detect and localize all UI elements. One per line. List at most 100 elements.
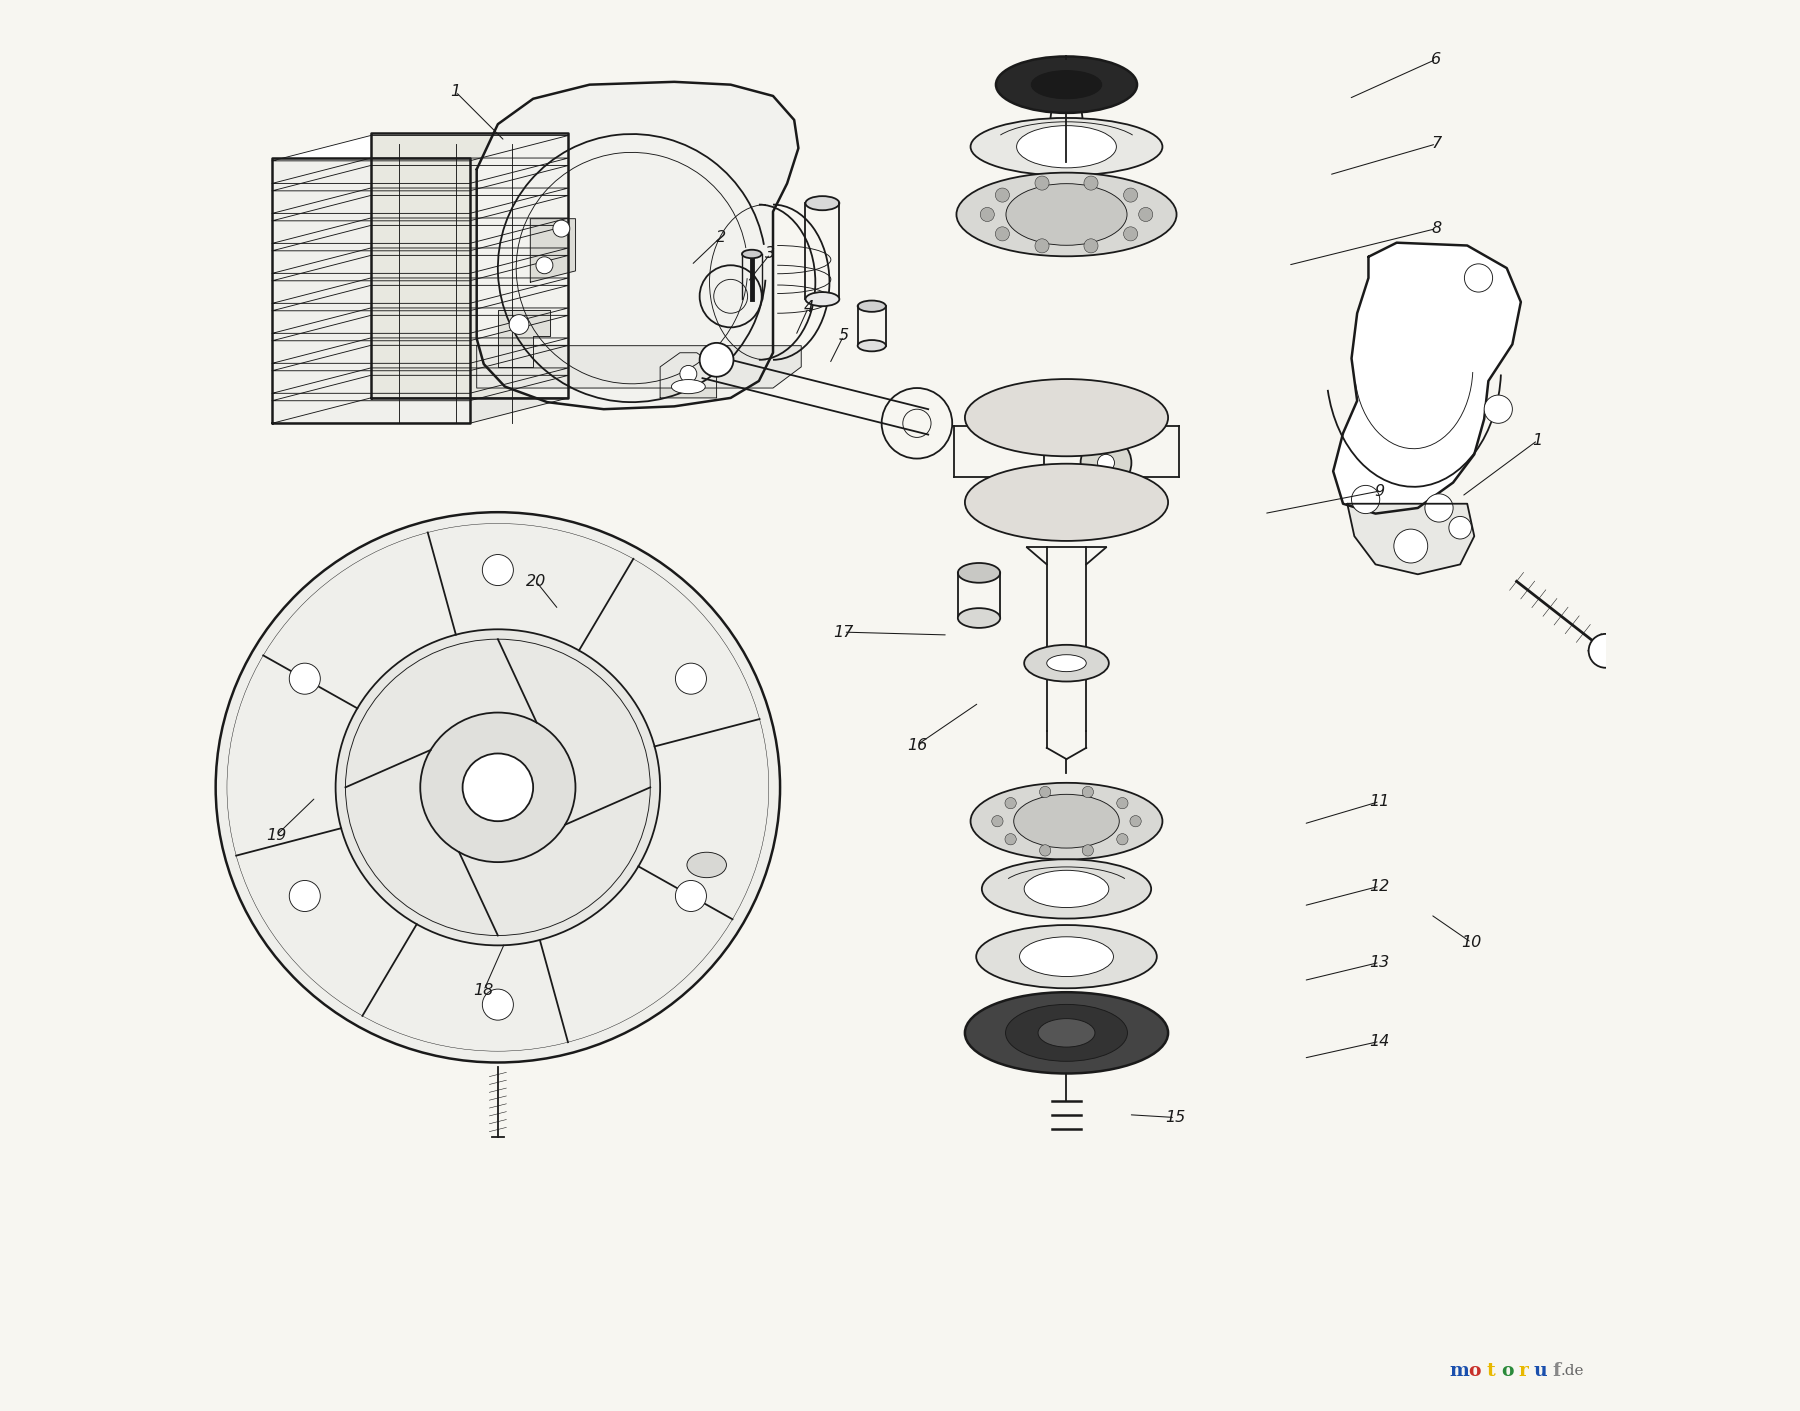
- Ellipse shape: [463, 753, 533, 821]
- Circle shape: [1084, 176, 1098, 190]
- Circle shape: [1139, 207, 1152, 222]
- Text: t: t: [1487, 1363, 1496, 1380]
- Polygon shape: [272, 248, 569, 274]
- Circle shape: [1589, 634, 1622, 667]
- Text: 15: 15: [1165, 1110, 1184, 1125]
- Polygon shape: [272, 375, 569, 401]
- Circle shape: [1352, 485, 1381, 514]
- Ellipse shape: [965, 464, 1168, 540]
- Text: 5: 5: [839, 329, 848, 343]
- Circle shape: [1393, 529, 1427, 563]
- Ellipse shape: [1019, 937, 1114, 976]
- Ellipse shape: [995, 56, 1138, 113]
- Ellipse shape: [976, 926, 1157, 988]
- Ellipse shape: [742, 250, 761, 258]
- Ellipse shape: [419, 713, 576, 862]
- Ellipse shape: [970, 119, 1163, 175]
- Ellipse shape: [1039, 1019, 1094, 1047]
- Ellipse shape: [958, 608, 1001, 628]
- Ellipse shape: [958, 563, 1001, 583]
- Ellipse shape: [805, 292, 839, 306]
- Circle shape: [1098, 454, 1114, 471]
- Ellipse shape: [857, 340, 886, 351]
- Polygon shape: [272, 219, 569, 244]
- Circle shape: [995, 188, 1010, 202]
- Circle shape: [1082, 845, 1093, 856]
- Ellipse shape: [1017, 126, 1116, 168]
- Circle shape: [1116, 834, 1129, 845]
- Polygon shape: [661, 353, 716, 398]
- Circle shape: [1449, 516, 1471, 539]
- Circle shape: [1040, 786, 1051, 797]
- Text: 17: 17: [833, 625, 853, 639]
- Circle shape: [1004, 797, 1017, 809]
- Polygon shape: [272, 398, 569, 423]
- Polygon shape: [1334, 243, 1521, 514]
- Ellipse shape: [688, 852, 727, 878]
- Polygon shape: [1346, 504, 1474, 574]
- Text: 16: 16: [907, 738, 927, 752]
- Circle shape: [1082, 786, 1093, 797]
- Circle shape: [1035, 238, 1049, 253]
- Text: 9: 9: [1375, 484, 1384, 498]
- Ellipse shape: [1024, 871, 1109, 907]
- Polygon shape: [272, 188, 569, 213]
- Circle shape: [981, 207, 994, 222]
- Polygon shape: [272, 368, 569, 394]
- Ellipse shape: [216, 512, 779, 1062]
- Polygon shape: [272, 285, 569, 310]
- Circle shape: [1035, 176, 1049, 190]
- Circle shape: [1040, 845, 1051, 856]
- Ellipse shape: [1006, 1005, 1127, 1061]
- Ellipse shape: [965, 380, 1168, 456]
- Circle shape: [1123, 188, 1138, 202]
- Circle shape: [700, 343, 734, 377]
- Circle shape: [290, 663, 320, 694]
- Ellipse shape: [671, 380, 706, 394]
- Text: 14: 14: [1370, 1034, 1390, 1048]
- Polygon shape: [272, 196, 569, 222]
- Circle shape: [536, 257, 553, 274]
- Circle shape: [1465, 264, 1492, 292]
- Circle shape: [1084, 238, 1098, 253]
- Text: 20: 20: [526, 574, 545, 588]
- Text: r: r: [1519, 1363, 1528, 1380]
- Text: 8: 8: [1431, 222, 1442, 236]
- Circle shape: [553, 220, 571, 237]
- Circle shape: [1123, 227, 1138, 241]
- Circle shape: [290, 880, 320, 912]
- Text: 18: 18: [473, 983, 493, 998]
- Ellipse shape: [1048, 655, 1085, 672]
- Circle shape: [1080, 437, 1132, 488]
- Circle shape: [509, 315, 529, 334]
- Circle shape: [1130, 816, 1141, 827]
- Polygon shape: [272, 158, 470, 423]
- Ellipse shape: [965, 992, 1168, 1074]
- Ellipse shape: [1024, 645, 1109, 682]
- Polygon shape: [272, 316, 569, 341]
- Text: 10: 10: [1462, 935, 1481, 950]
- Text: o: o: [1469, 1363, 1481, 1380]
- Text: 19: 19: [266, 828, 286, 842]
- Polygon shape: [272, 339, 569, 364]
- Polygon shape: [272, 255, 569, 281]
- Polygon shape: [531, 219, 576, 282]
- Polygon shape: [272, 278, 569, 303]
- Polygon shape: [272, 308, 569, 333]
- Polygon shape: [272, 226, 569, 251]
- Circle shape: [482, 989, 513, 1020]
- Polygon shape: [272, 135, 569, 161]
- Text: 1: 1: [450, 85, 461, 99]
- Circle shape: [1116, 797, 1129, 809]
- Ellipse shape: [335, 629, 661, 945]
- Circle shape: [680, 365, 697, 382]
- Text: u: u: [1534, 1363, 1546, 1380]
- Circle shape: [675, 880, 706, 912]
- Ellipse shape: [981, 859, 1152, 919]
- Text: m: m: [1449, 1363, 1469, 1380]
- Circle shape: [675, 663, 706, 694]
- Text: 13: 13: [1370, 955, 1390, 969]
- Ellipse shape: [1013, 794, 1120, 848]
- Polygon shape: [477, 346, 801, 388]
- Circle shape: [482, 555, 513, 586]
